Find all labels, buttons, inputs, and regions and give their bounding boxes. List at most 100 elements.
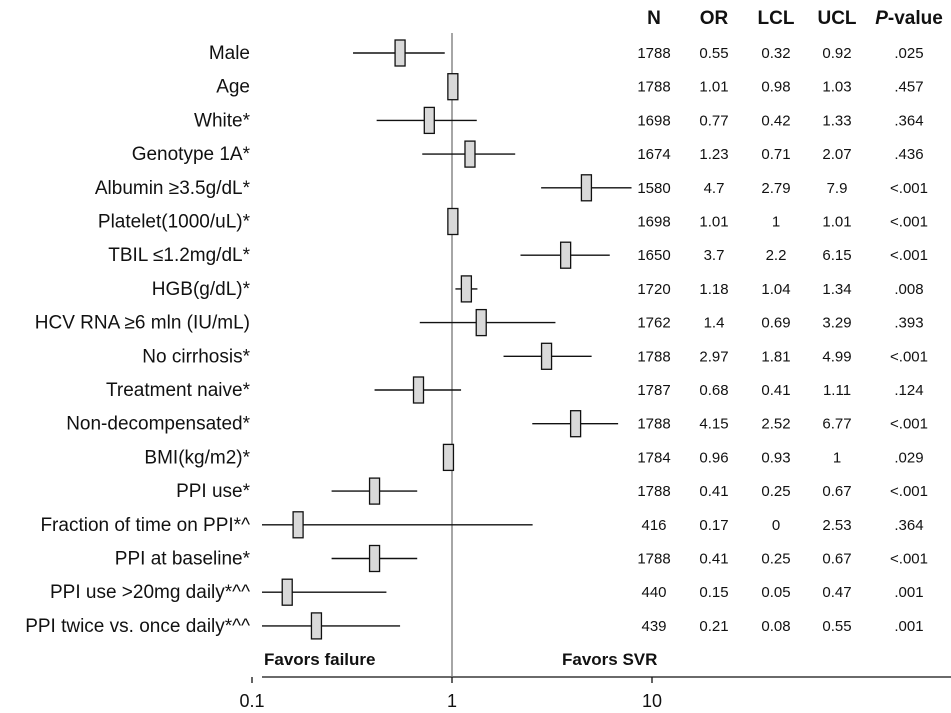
row-p-value: .029: [894, 449, 923, 466]
forest-row: Albumin ≥3.5g/dL* 1580 4.7 2.79 7.9 <.001: [95, 174, 928, 202]
row-label: PPI use >20mg daily*^^: [50, 582, 250, 603]
x-tick-label: 0.1: [239, 691, 264, 711]
forest-row: Age 1788 1.01 0.98 1.03 .457: [216, 73, 924, 101]
row-or-value: 1.4: [704, 315, 725, 332]
row-label: Age: [216, 77, 250, 98]
row-lcl-value: 2.79: [761, 180, 790, 197]
row-label: Non-decompensated*: [66, 414, 250, 435]
row-lcl-value: 0.25: [761, 551, 790, 568]
forest-row: HGB(g/dL)* 1720 1.18 1.04 1.34 .008: [152, 275, 924, 303]
row-lcl-value: 1.04: [761, 281, 790, 298]
row-label: Fraction of time on PPI*^: [40, 515, 250, 536]
row-p-value: .364: [894, 517, 923, 534]
header-or: OR: [700, 8, 729, 29]
row-ucl-value: 0.67: [822, 483, 851, 500]
row-lcl-value: 0.98: [761, 79, 790, 96]
forest-row: PPI at baseline* 1788 0.41 0.25 0.67 <.001: [115, 544, 928, 573]
row-or-value: 1.18: [699, 281, 728, 298]
row-p-value: .001: [894, 618, 923, 635]
row-p-value: .008: [894, 281, 923, 298]
or-marker: [447, 207, 459, 236]
row-or-value: 0.15: [699, 584, 728, 601]
row-lcl-value: 0.41: [761, 382, 790, 399]
forest-row: Fraction of time on PPI*^ 416 0.17 0 2.53 .36…: [40, 511, 924, 539]
or-marker: [394, 39, 406, 67]
or-marker: [310, 612, 323, 640]
row-label: PPI twice vs. once daily*^^: [25, 616, 250, 637]
row-lcl-value: 0: [772, 517, 780, 534]
row-p-value: .001: [894, 584, 923, 601]
row-or-value: 0.21: [699, 618, 728, 635]
forest-row: Male 1788 0.55 0.32 0.92 .025: [209, 39, 924, 67]
row-label: White*: [194, 110, 251, 131]
row-p-value: <.001: [890, 416, 928, 433]
row-label: HCV RNA ≥6 mln (IU/mL): [35, 313, 250, 334]
row-lcl-value: 1.81: [761, 348, 790, 365]
row-n-value: 1650: [637, 247, 670, 264]
row-or-value: 0.55: [699, 45, 728, 62]
forest-row: PPI use* 1788 0.41 0.25 0.67 <.001: [176, 477, 928, 505]
row-n-value: 439: [641, 618, 666, 635]
x-tick-label: 10: [642, 691, 662, 711]
row-lcl-value: 0.05: [761, 584, 790, 601]
or-marker: [540, 342, 553, 370]
row-label: HGB(g/dL)*: [152, 279, 251, 300]
forest-row: TBIL ≤1.2mg/dL* 1650 3.7 2.2 6.15 <.001: [108, 241, 928, 269]
row-ucl-value: 7.9: [827, 180, 848, 197]
row-ucl-value: 6.15: [822, 247, 851, 264]
row-or-value: 4.7: [704, 180, 725, 197]
row-or-value: 1.23: [699, 146, 728, 163]
row-or-value: 1.01: [699, 79, 728, 96]
or-marker: [569, 410, 582, 438]
row-ucl-value: 1.33: [822, 112, 851, 129]
row-p-value: .124: [894, 382, 923, 399]
forest-rows: Male 1788 0.55 0.32 0.92 .025 Age 1788 1.01 0.98 1…: [25, 39, 928, 640]
header-lcl: LCL: [758, 8, 795, 29]
row-p-value: .364: [894, 112, 923, 129]
row-label: No cirrhosis*: [142, 346, 250, 367]
row-lcl-value: 0.25: [761, 483, 790, 500]
or-marker: [580, 174, 593, 202]
forest-row: No cirrhosis* 1788 2.97 1.81 4.99 <.001: [142, 342, 928, 370]
row-label: Genotype 1A*: [132, 144, 251, 165]
row-ucl-value: 1.03: [822, 79, 851, 96]
header-n: N: [647, 8, 661, 29]
row-or-value: 2.97: [699, 348, 728, 365]
forest-row: Non-decompensated* 1788 4.15 2.52 6.77 <.001: [66, 410, 928, 438]
row-lcl-value: 0.71: [761, 146, 790, 163]
row-or-value: 0.68: [699, 382, 728, 399]
row-or-value: 3.7: [704, 247, 725, 264]
header-ucl: UCL: [817, 8, 856, 29]
or-marker: [368, 477, 381, 505]
row-p-value: <.001: [890, 348, 928, 365]
row-n-value: 416: [641, 517, 666, 534]
row-n-value: 1580: [637, 180, 670, 197]
row-label: TBIL ≤1.2mg/dL*: [108, 245, 250, 266]
row-p-value: <.001: [890, 483, 928, 500]
row-lcl-value: 0.32: [761, 45, 790, 62]
row-ucl-value: 0.47: [822, 584, 851, 601]
row-lcl-value: 2.52: [761, 416, 790, 433]
row-label: PPI use*: [176, 481, 251, 502]
row-lcl-value: 0.69: [761, 315, 790, 332]
favors-svr-label: Favors SVR: [562, 650, 657, 669]
header-p-value: P-value: [875, 8, 943, 29]
row-n-value: 1788: [637, 483, 670, 500]
row-or-value: 0.96: [699, 449, 728, 466]
row-ucl-value: 4.99: [822, 348, 851, 365]
row-n-value: 1698: [637, 112, 670, 129]
forest-row: Platelet(1000/uL)* 1698 1.01 1 1.01 <.001: [98, 207, 928, 236]
forest-row: HCV RNA ≥6 mln (IU/mL) 1762 1.4 0.69 3.29 .39…: [35, 308, 924, 337]
row-n-value: 1698: [637, 214, 670, 231]
row-or-value: 1.01: [699, 214, 728, 231]
row-n-value: 1788: [637, 416, 670, 433]
row-ucl-value: 0.92: [822, 45, 851, 62]
forest-row: PPI use >20mg daily*^^ 440 0.15 0.05 0.47 .00…: [50, 578, 924, 606]
row-ucl-value: 0.67: [822, 551, 851, 568]
or-marker: [292, 511, 304, 539]
favors-failure-label: Favors failure: [264, 650, 376, 669]
or-marker: [464, 140, 476, 168]
row-label: Treatment naive*: [106, 380, 251, 401]
row-lcl-value: 0.42: [761, 112, 790, 129]
